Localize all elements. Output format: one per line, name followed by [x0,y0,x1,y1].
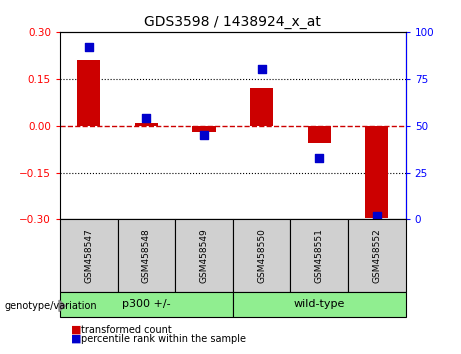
Text: GSM458549: GSM458549 [200,228,208,283]
Bar [233,219,290,292]
Point [142,115,150,121]
Bar [250,88,273,126]
Title: GDS3598 / 1438924_x_at: GDS3598 / 1438924_x_at [144,16,321,29]
Point [200,132,207,138]
Bar [60,219,118,292]
Text: percentile rank within the sample: percentile rank within the sample [81,334,246,344]
Point [315,155,323,160]
Bar [60,292,233,317]
Text: genotype/variation: genotype/variation [5,301,97,311]
Text: GSM458550: GSM458550 [257,228,266,283]
Text: p300 +/-: p300 +/- [122,299,171,309]
Bar [233,292,406,317]
Text: GSM458548: GSM458548 [142,228,151,283]
Bar [365,126,388,218]
Bar [290,219,348,292]
Text: GSM458551: GSM458551 [315,228,324,283]
Text: transformed count: transformed count [81,325,171,335]
Bar [175,219,233,292]
Point [85,44,92,50]
Bar [308,126,331,143]
Bar [348,219,406,292]
Bar [77,60,100,126]
Bar [193,126,216,132]
Text: wild-type: wild-type [294,299,345,309]
Text: ■: ■ [71,325,82,335]
Text: GSM458552: GSM458552 [372,228,381,283]
Text: GSM458547: GSM458547 [84,228,93,283]
Text: ■: ■ [71,334,82,344]
Bar [118,219,175,292]
Bar [135,122,158,126]
Point [373,213,381,218]
Point [258,67,266,72]
